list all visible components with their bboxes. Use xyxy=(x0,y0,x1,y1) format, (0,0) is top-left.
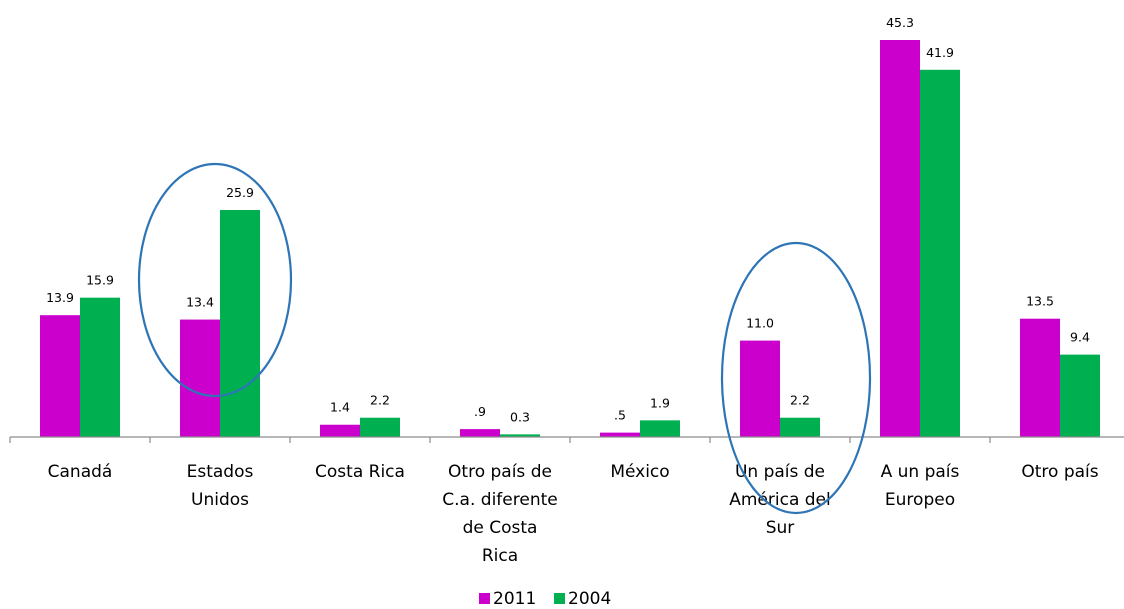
category-label-6: A un país Europeo xyxy=(881,462,960,510)
highlight-ellipses-group xyxy=(137,162,872,515)
legend-label-2004: 2004 xyxy=(568,589,611,609)
value-label-2004-3: 0.3 xyxy=(510,409,530,424)
category-label-3: Otro país de C.a. diferente de Costa Rica xyxy=(442,462,557,566)
highlight-ellipse-1 xyxy=(137,162,293,398)
value-label-2011-1: 13.4 xyxy=(186,295,214,310)
value-label-2004-2: 2.2 xyxy=(370,393,390,408)
bar-2004-4 xyxy=(640,420,680,437)
bar-2011-0 xyxy=(40,315,80,437)
bar-2011-1 xyxy=(180,319,220,437)
value-label-2004-0: 15.9 xyxy=(86,273,114,288)
bar-2004-0 xyxy=(80,297,120,437)
legend-swatch-2011 xyxy=(479,593,490,604)
category-label-0: Canadá xyxy=(48,462,113,482)
category-label-1: Estados Unidos xyxy=(187,462,254,510)
value-label-2004-6: 41.9 xyxy=(926,45,954,60)
bar-2004-6 xyxy=(920,69,960,438)
value-label-2011-4: .5 xyxy=(614,408,626,423)
bar-2004-7 xyxy=(1060,354,1100,437)
value-label-2011-3: .9 xyxy=(474,404,486,419)
value-label-2011-0: 13.9 xyxy=(46,290,74,305)
bar-2011-6 xyxy=(880,40,920,437)
value-label-2004-4: 1.9 xyxy=(650,395,670,410)
bar-2004-3 xyxy=(500,434,540,437)
legend-label-2011: 2011 xyxy=(493,589,536,609)
bar-2011-4 xyxy=(600,432,640,437)
bar-2011-3 xyxy=(460,429,500,437)
legend: 2011 2004 xyxy=(479,589,611,609)
bar-2004-5 xyxy=(780,417,820,437)
highlight-ellipse-5 xyxy=(720,241,872,515)
value-label-2004-5: 2.2 xyxy=(790,393,810,408)
value-label-2004-7: 9.4 xyxy=(1070,330,1090,345)
category-label-4: México xyxy=(610,462,669,482)
value-labels-group: 13.9 15.9 13.4 25.9 1.4 2.2 .9 0.3 .5 1.9 11.0 2.2 4… xyxy=(46,15,1090,424)
bar-2011-2 xyxy=(320,424,360,437)
category-label-5: Un país de América del Sur xyxy=(729,462,831,538)
value-label-2011-7: 13.5 xyxy=(1026,294,1054,309)
bar-2004-1 xyxy=(220,210,260,437)
legend-swatch-2004 xyxy=(554,593,565,604)
bar-2004-2 xyxy=(360,417,400,437)
category-labels-group: Canadá Estados Unidos Costa Rica Otro país d… xyxy=(48,462,1099,566)
bar-2011-7 xyxy=(1020,318,1060,437)
x-axis xyxy=(9,436,1124,443)
bars-group xyxy=(40,40,1100,438)
value-label-2004-1: 25.9 xyxy=(226,185,254,200)
value-label-2011-5: 11.0 xyxy=(746,316,774,331)
category-label-7: Otro país xyxy=(1021,462,1098,482)
bar-2011-5 xyxy=(740,340,780,437)
value-label-2011-2: 1.4 xyxy=(330,400,350,415)
category-label-2: Costa Rica xyxy=(315,462,405,482)
value-label-2011-6: 45.3 xyxy=(886,15,914,30)
